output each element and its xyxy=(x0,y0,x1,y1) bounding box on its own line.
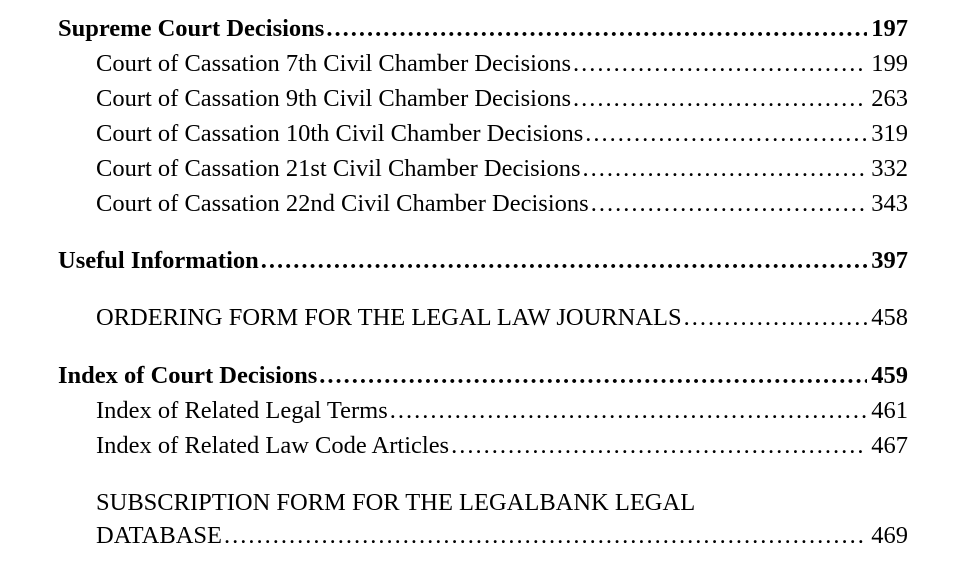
toc-entry: Index of Related Law Code Articles 467 xyxy=(58,429,908,462)
toc-leader xyxy=(571,47,867,80)
toc-entry-useful-info: Useful Information 397 xyxy=(58,244,908,277)
toc-leader xyxy=(581,152,868,185)
toc-leader xyxy=(682,301,868,334)
toc-entry: Court of Cassation 7th Civil Chamber Dec… xyxy=(58,47,908,80)
toc-entry: Court of Cassation 21st Civil Chamber De… xyxy=(58,152,908,185)
toc-label: Useful Information xyxy=(58,244,259,277)
toc-entry: Court of Cassation 10th Civil Chamber De… xyxy=(58,117,908,150)
spacer xyxy=(58,337,908,359)
toc-label: DATABASE xyxy=(96,519,222,552)
toc-label: ORDERING FORM FOR THE LEGAL LAW JOURNALS xyxy=(96,301,682,334)
toc-page: 461 xyxy=(867,394,908,427)
spacer xyxy=(58,279,908,301)
subscription-line2: DATABASE 469 xyxy=(96,519,908,552)
toc-leader xyxy=(222,519,867,552)
toc-page: 197 xyxy=(867,12,908,45)
toc-page: 459 xyxy=(867,359,908,392)
toc-label: Court of Cassation 7th Civil Chamber Dec… xyxy=(96,47,571,80)
toc-page: 469 xyxy=(867,519,908,552)
toc-label: Court of Cassation 9th Civil Chamber Dec… xyxy=(96,82,571,115)
toc-label: Index of Related Law Code Articles xyxy=(96,429,449,462)
toc-label: Index of Related Legal Terms xyxy=(96,394,388,427)
toc-leader xyxy=(388,394,868,427)
toc-page: 199 xyxy=(867,47,908,80)
spacer xyxy=(58,222,908,244)
toc-leader xyxy=(589,187,868,220)
toc-leader xyxy=(324,12,867,45)
toc-page: 467 xyxy=(867,429,908,462)
toc-page: 332 xyxy=(867,152,908,185)
toc-label: Supreme Court Decisions xyxy=(58,12,324,45)
subscription-line1: SUBSCRIPTION FORM FOR THE LEGALBANK LEGA… xyxy=(96,486,908,519)
toc-entry: Index of Related Legal Terms 461 xyxy=(58,394,908,427)
toc-page: 458 xyxy=(867,301,908,334)
toc-page: 263 xyxy=(867,82,908,115)
toc-entry-index-heading: Index of Court Decisions 459 xyxy=(58,359,908,392)
toc-label: Court of Cassation 22nd Civil Chamber De… xyxy=(96,187,589,220)
toc-page: 397 xyxy=(867,244,908,277)
toc-label: Court of Cassation 21st Civil Chamber De… xyxy=(96,152,581,185)
toc-entry: Court of Cassation 9th Civil Chamber Dec… xyxy=(58,82,908,115)
toc-page: 343 xyxy=(867,187,908,220)
toc-leader xyxy=(571,82,867,115)
toc-leader xyxy=(259,244,867,277)
toc-entry: Court of Cassation 22nd Civil Chamber De… xyxy=(58,187,908,220)
toc-entry-supreme: Supreme Court Decisions 197 xyxy=(58,12,908,45)
toc-leader xyxy=(449,429,867,462)
toc-page: 319 xyxy=(867,117,908,150)
toc-leader xyxy=(583,117,867,150)
toc-entry-subscription: SUBSCRIPTION FORM FOR THE LEGALBANK LEGA… xyxy=(58,486,908,552)
toc-entry-ordering-form: ORDERING FORM FOR THE LEGAL LAW JOURNALS… xyxy=(58,301,908,334)
spacer xyxy=(58,464,908,486)
toc-leader xyxy=(317,359,867,392)
toc-label: Index of Court Decisions xyxy=(58,359,317,392)
toc-label: Court of Cassation 10th Civil Chamber De… xyxy=(96,117,583,150)
